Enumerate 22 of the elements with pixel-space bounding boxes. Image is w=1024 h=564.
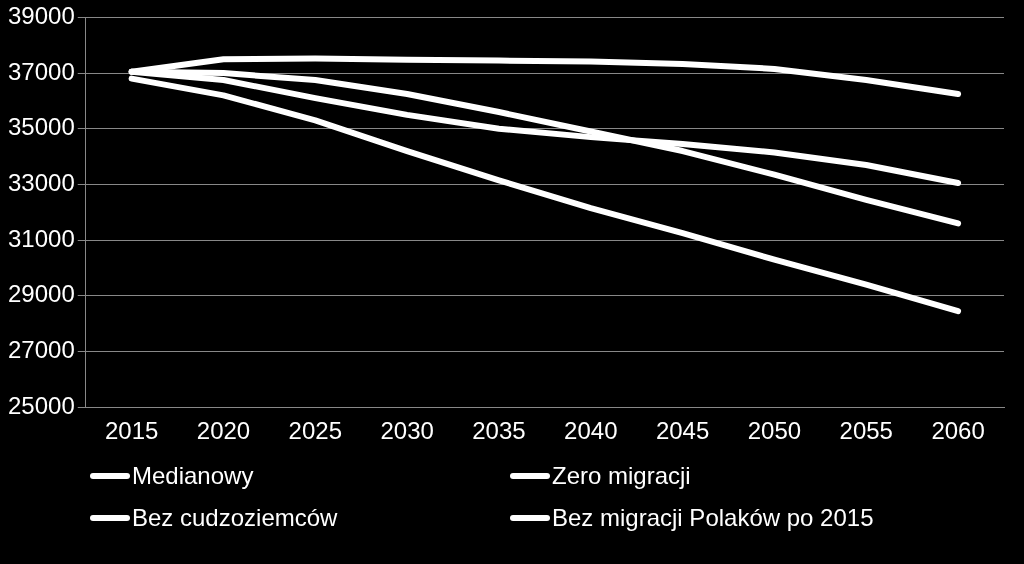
x-tick-label: 2035 [472,417,526,445]
y-tick-label: 29000 [7,280,75,308]
y-tick-label: 33000 [7,169,75,197]
y-tick-label: 25000 [7,391,75,419]
x-tick-label: 2055 [839,417,893,445]
x-tick-label: 2040 [564,417,618,445]
x-tick-label: 2030 [380,417,434,445]
y-tick-label: 35000 [7,113,75,141]
legend-label: Bez cudzoziemców [132,504,338,532]
x-tick-label: 2045 [655,417,710,445]
legend-label: Bez migracji Polaków po 2015 [552,504,874,532]
y-tick-label: 27000 [7,336,75,364]
legend-label: Zero migracji [552,462,691,490]
y-tick-label: 31000 [7,224,75,252]
x-tick-label: 2050 [747,417,802,445]
x-tick-label: 2015 [104,417,159,445]
legend-label: Medianowy [132,462,254,490]
y-tick-label: 37000 [7,57,75,85]
x-tick-label: 2060 [931,417,985,445]
x-tick-label: 2025 [288,417,342,445]
y-tick-label: 39000 [7,2,75,30]
x-tick-label: 2020 [196,417,251,445]
